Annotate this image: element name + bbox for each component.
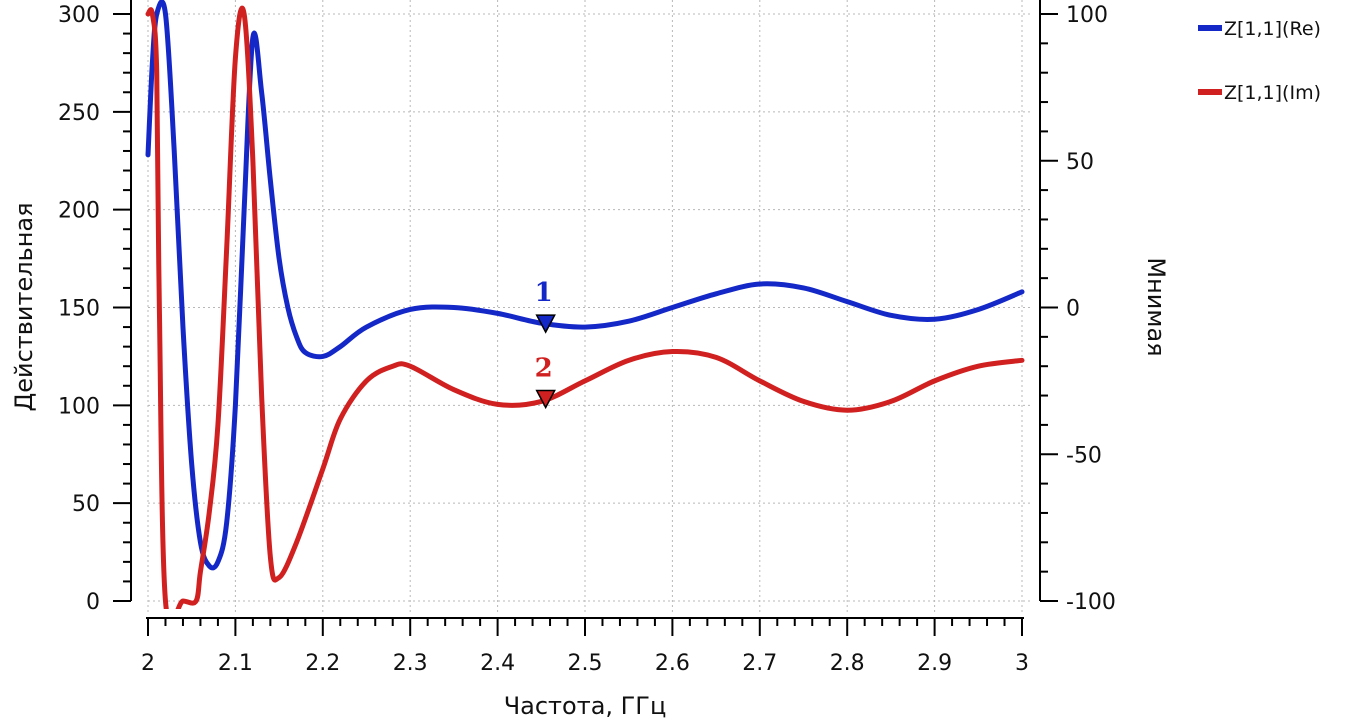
- x-axis: 2 2.1 2.2 2.3 2.4 2.5 2.6 2.7 2.8 2.9 3: [141, 617, 1029, 676]
- series-group: [145, 0, 1025, 609]
- legend-label-2: Z[1,1](Im): [1224, 82, 1321, 104]
- legend-label-1: Z[1,1](Re): [1224, 18, 1321, 40]
- x-tick-label: 2.9: [917, 651, 952, 676]
- left-tick-label: 0: [86, 590, 100, 615]
- series-line-1: [145, 0, 1025, 571]
- y2-axis-title: Мнимая: [1142, 257, 1170, 356]
- left-tick-label: 200: [58, 199, 100, 224]
- right-tick-label: 0: [1066, 297, 1080, 322]
- x-tick-label: 2.6: [655, 651, 690, 676]
- markers-group: 12: [535, 278, 556, 410]
- x-tick-label: 2.8: [830, 651, 865, 676]
- y-axis-title: Действительная: [10, 202, 38, 411]
- right-tick-label: -50: [1066, 443, 1102, 468]
- left-axis: 0 50 100 150 200 250 300: [58, 0, 132, 615]
- left-tick-label: 50: [72, 492, 100, 517]
- x-tick-label: 2.3: [393, 651, 428, 676]
- left-tick-label: 150: [58, 297, 100, 322]
- left-tick-label: 300: [58, 3, 100, 28]
- x-axis-title: Частота, ГГц: [504, 692, 667, 720]
- series-line-2: [145, 5, 1025, 609]
- grid-lines: [147, 0, 1032, 613]
- legend: Z[1,1](Re) Z[1,1](Im): [1198, 18, 1321, 104]
- marker-label-1: 1: [535, 278, 553, 308]
- x-tick-label: 2.5: [568, 651, 603, 676]
- x-tick-label: 2: [141, 651, 155, 676]
- x-tick-label: 2.4: [480, 651, 515, 676]
- marker-label-2: 2: [535, 353, 553, 383]
- x-tick-label: 2.2: [305, 651, 340, 676]
- right-tick-label: -100: [1066, 590, 1116, 615]
- right-tick-label: 50: [1066, 150, 1094, 175]
- marker-triangle-2: [535, 389, 556, 410]
- x-tick-label: 3: [1015, 651, 1029, 676]
- x-tick-label: 2.1: [218, 651, 253, 676]
- left-tick-label: 100: [58, 394, 100, 419]
- left-tick-label: 250: [58, 101, 100, 126]
- marker-triangle-1: [535, 314, 556, 334]
- x-tick-label: 2.7: [742, 651, 777, 676]
- right-tick-label: 100: [1066, 3, 1108, 28]
- right-axis: -100 -50 0 50 100: [1039, 0, 1116, 615]
